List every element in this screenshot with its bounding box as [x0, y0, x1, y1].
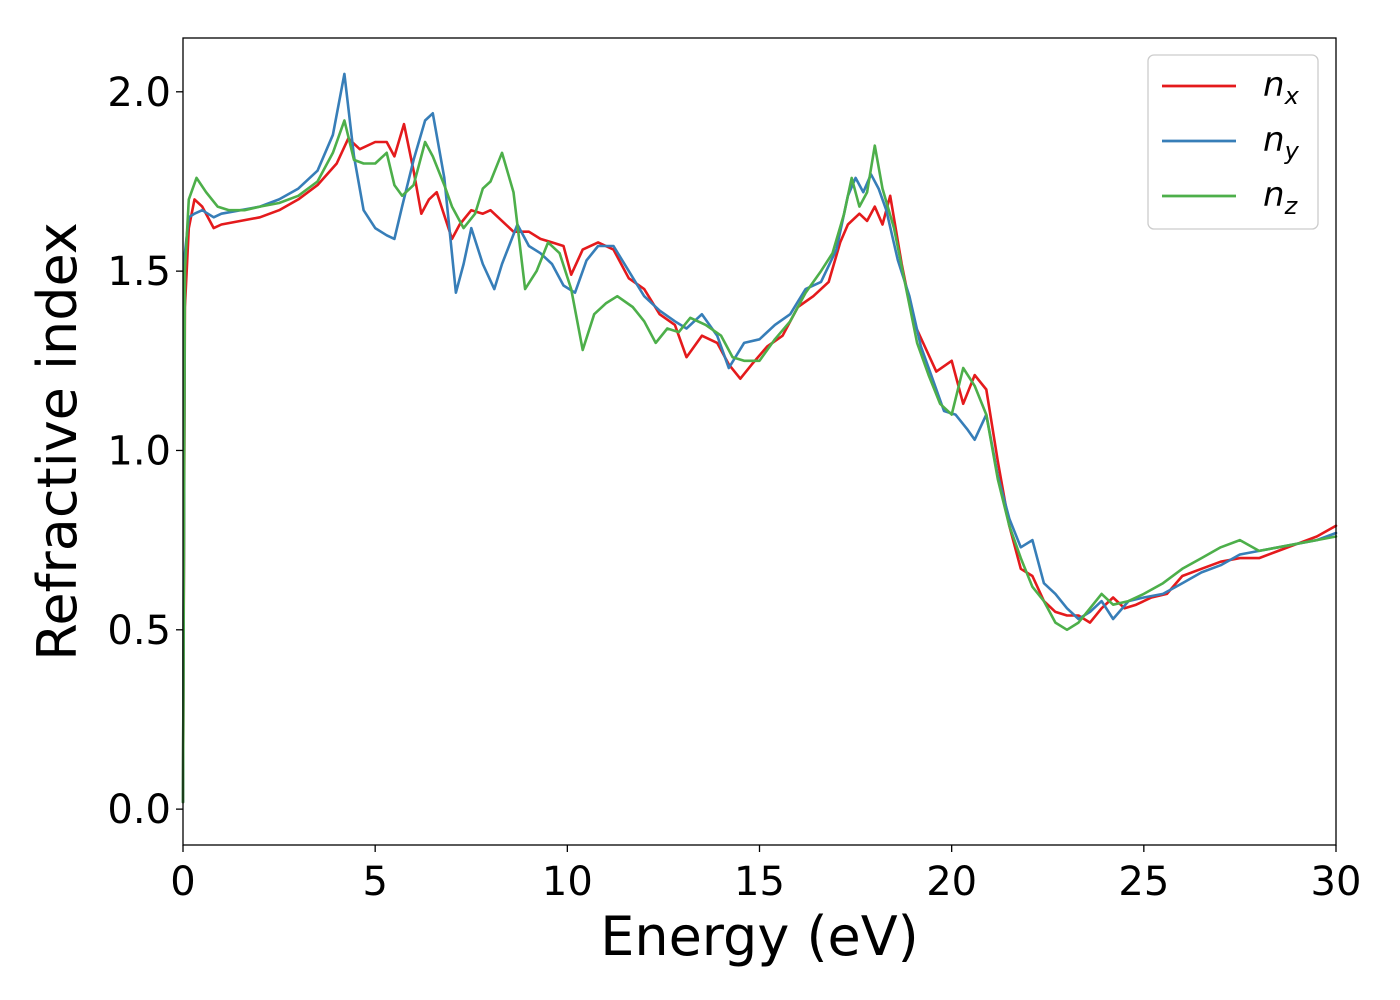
legend-label-base: n	[1263, 175, 1285, 215]
legend-label-subscript: z	[1284, 192, 1299, 220]
series-line-nx	[181, 122, 1338, 804]
legend-label-nx: nx	[1263, 65, 1300, 110]
legend-label-base: n	[1263, 120, 1285, 160]
x-tick-label: 20	[926, 859, 977, 905]
y-axis-title: Refractive index	[26, 222, 89, 661]
x-axis-title: Energy (eV)	[600, 905, 919, 968]
y-tick-label: 1.5	[107, 249, 171, 295]
series-line-nz	[181, 119, 1338, 804]
x-tick-label: 15	[734, 859, 785, 905]
y-tick-label: 2.0	[107, 70, 171, 116]
series-layer	[181, 72, 1338, 804]
x-axis-ticks: 0 5 10 15 20 25 30	[170, 845, 1361, 905]
legend-label-ny: ny	[1263, 120, 1300, 165]
x-tick-label: 0	[170, 859, 195, 905]
legend-label-base: n	[1263, 65, 1285, 105]
y-tick-label: 0.0	[107, 787, 171, 833]
legend-label-nz: nz	[1263, 175, 1299, 220]
series-line-ny	[181, 72, 1338, 804]
x-tick-label: 5	[362, 859, 387, 905]
x-tick-label: 10	[542, 859, 593, 905]
legend-label-subscript: x	[1284, 82, 1300, 110]
y-tick-label: 1.0	[107, 428, 171, 474]
x-tick-label: 30	[1311, 859, 1362, 905]
y-axis-ticks: 0.0 0.5 1.0 1.5 2.0	[107, 70, 183, 833]
y-tick-label: 0.5	[107, 608, 171, 654]
legend-label-subscript: y	[1284, 137, 1300, 165]
x-tick-label: 25	[1118, 859, 1169, 905]
